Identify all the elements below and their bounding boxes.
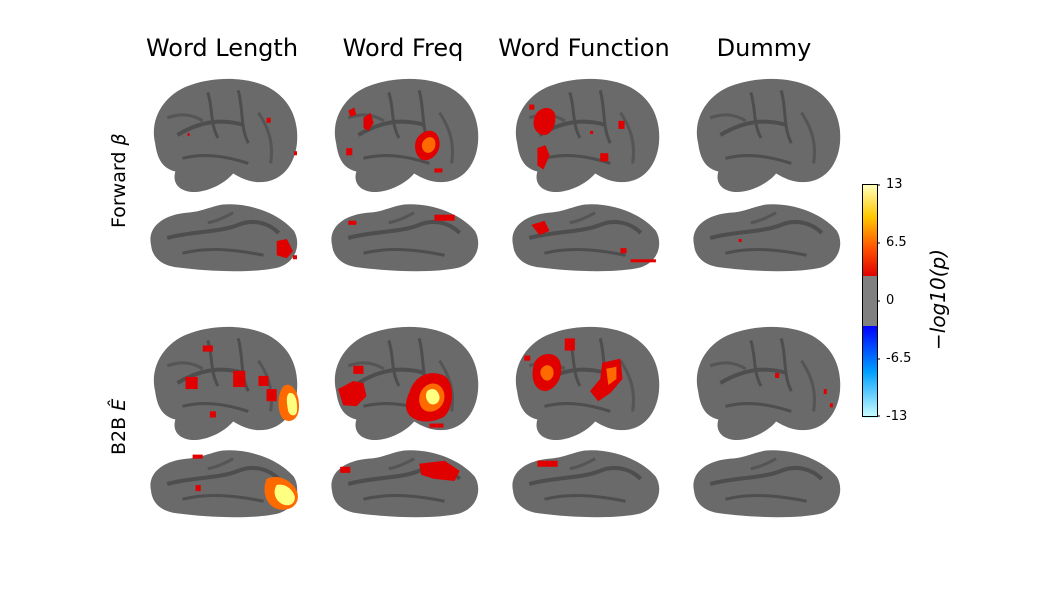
- brain-lateral-forward-word-freq: [328, 72, 480, 199]
- brain-medial-b2b-dummy: [690, 448, 842, 520]
- brain-lateral-forward-word-function: [509, 72, 661, 199]
- brain-medial-forward-word-length: [147, 202, 299, 274]
- brain-lateral-b2b-dummy: [690, 320, 842, 447]
- brain-medial-forward-word-freq: [328, 202, 480, 274]
- colorbar-tick-neg-13: -13: [886, 409, 908, 424]
- brain-lateral-b2b-word-function: [509, 320, 661, 447]
- brain-medial-b2b-word-function: [509, 448, 661, 520]
- brain-lateral-forward-dummy: [690, 72, 842, 199]
- row-label-forward-symbol: β: [108, 133, 130, 146]
- col-title-word-freq: Word Freq: [342, 34, 464, 62]
- brain-lateral-b2b-word-length: [147, 320, 299, 447]
- colorbar-tick-0: 0: [886, 293, 895, 308]
- row-label-b2b: B2B Ê: [108, 399, 130, 455]
- row-label-b2b-text: B2B: [108, 410, 130, 455]
- col-title-dummy: Dummy: [716, 34, 812, 62]
- colorbar-label: −log10(p): [926, 249, 950, 350]
- row-label-b2b-symbol: Ê: [108, 398, 130, 411]
- colorbar-tick-neg-6-5: -6.5: [886, 351, 912, 366]
- row-label-forward-text: Forward: [108, 145, 130, 228]
- row-label-forward: Forward β: [108, 133, 130, 228]
- colorbar-tick-6-5: 6.5: [886, 235, 907, 250]
- colorbar: [862, 184, 880, 418]
- brain-medial-forward-dummy: [690, 202, 842, 274]
- brain-medial-b2b-word-length: [147, 448, 299, 520]
- brain-lateral-b2b-word-freq: [328, 320, 480, 447]
- col-title-word-function: Word Function: [498, 34, 670, 62]
- brain-medial-forward-word-function: [509, 202, 661, 274]
- col-title-word-length: Word Length: [145, 34, 299, 62]
- colorbar-tick-13: 13: [886, 177, 903, 192]
- brain-medial-b2b-word-freq: [328, 448, 480, 520]
- brain-lateral-forward-word-length: [147, 72, 299, 199]
